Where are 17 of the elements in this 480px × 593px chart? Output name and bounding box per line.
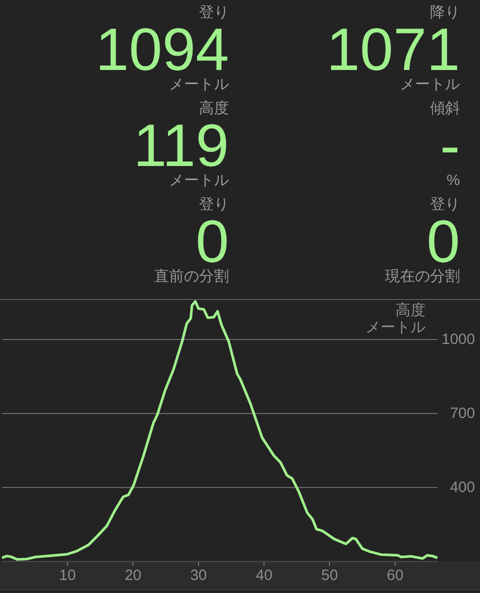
annotation: メートル bbox=[366, 319, 426, 336]
x-tick-label: 30 bbox=[190, 566, 207, 584]
x-tick-label: 60 bbox=[386, 566, 404, 584]
text: メートル bbox=[400, 76, 460, 94]
text: メートル bbox=[169, 172, 229, 190]
y-tick-label: 400 bbox=[450, 478, 475, 496]
y-tick-label: 700 bbox=[450, 404, 475, 422]
x-tick-label: 10 bbox=[59, 566, 76, 584]
text: 登り bbox=[430, 196, 460, 214]
text: 登り bbox=[199, 196, 229, 214]
x-tick-label: 40 bbox=[256, 566, 272, 584]
x-tick-label: 50 bbox=[321, 566, 338, 584]
x-tick-label: 20 bbox=[124, 566, 142, 584]
y-tick-label: 1000 bbox=[442, 330, 475, 348]
y-axis-title: 高度 bbox=[396, 302, 426, 320]
text: 登り bbox=[199, 4, 229, 22]
text: % bbox=[446, 172, 460, 190]
